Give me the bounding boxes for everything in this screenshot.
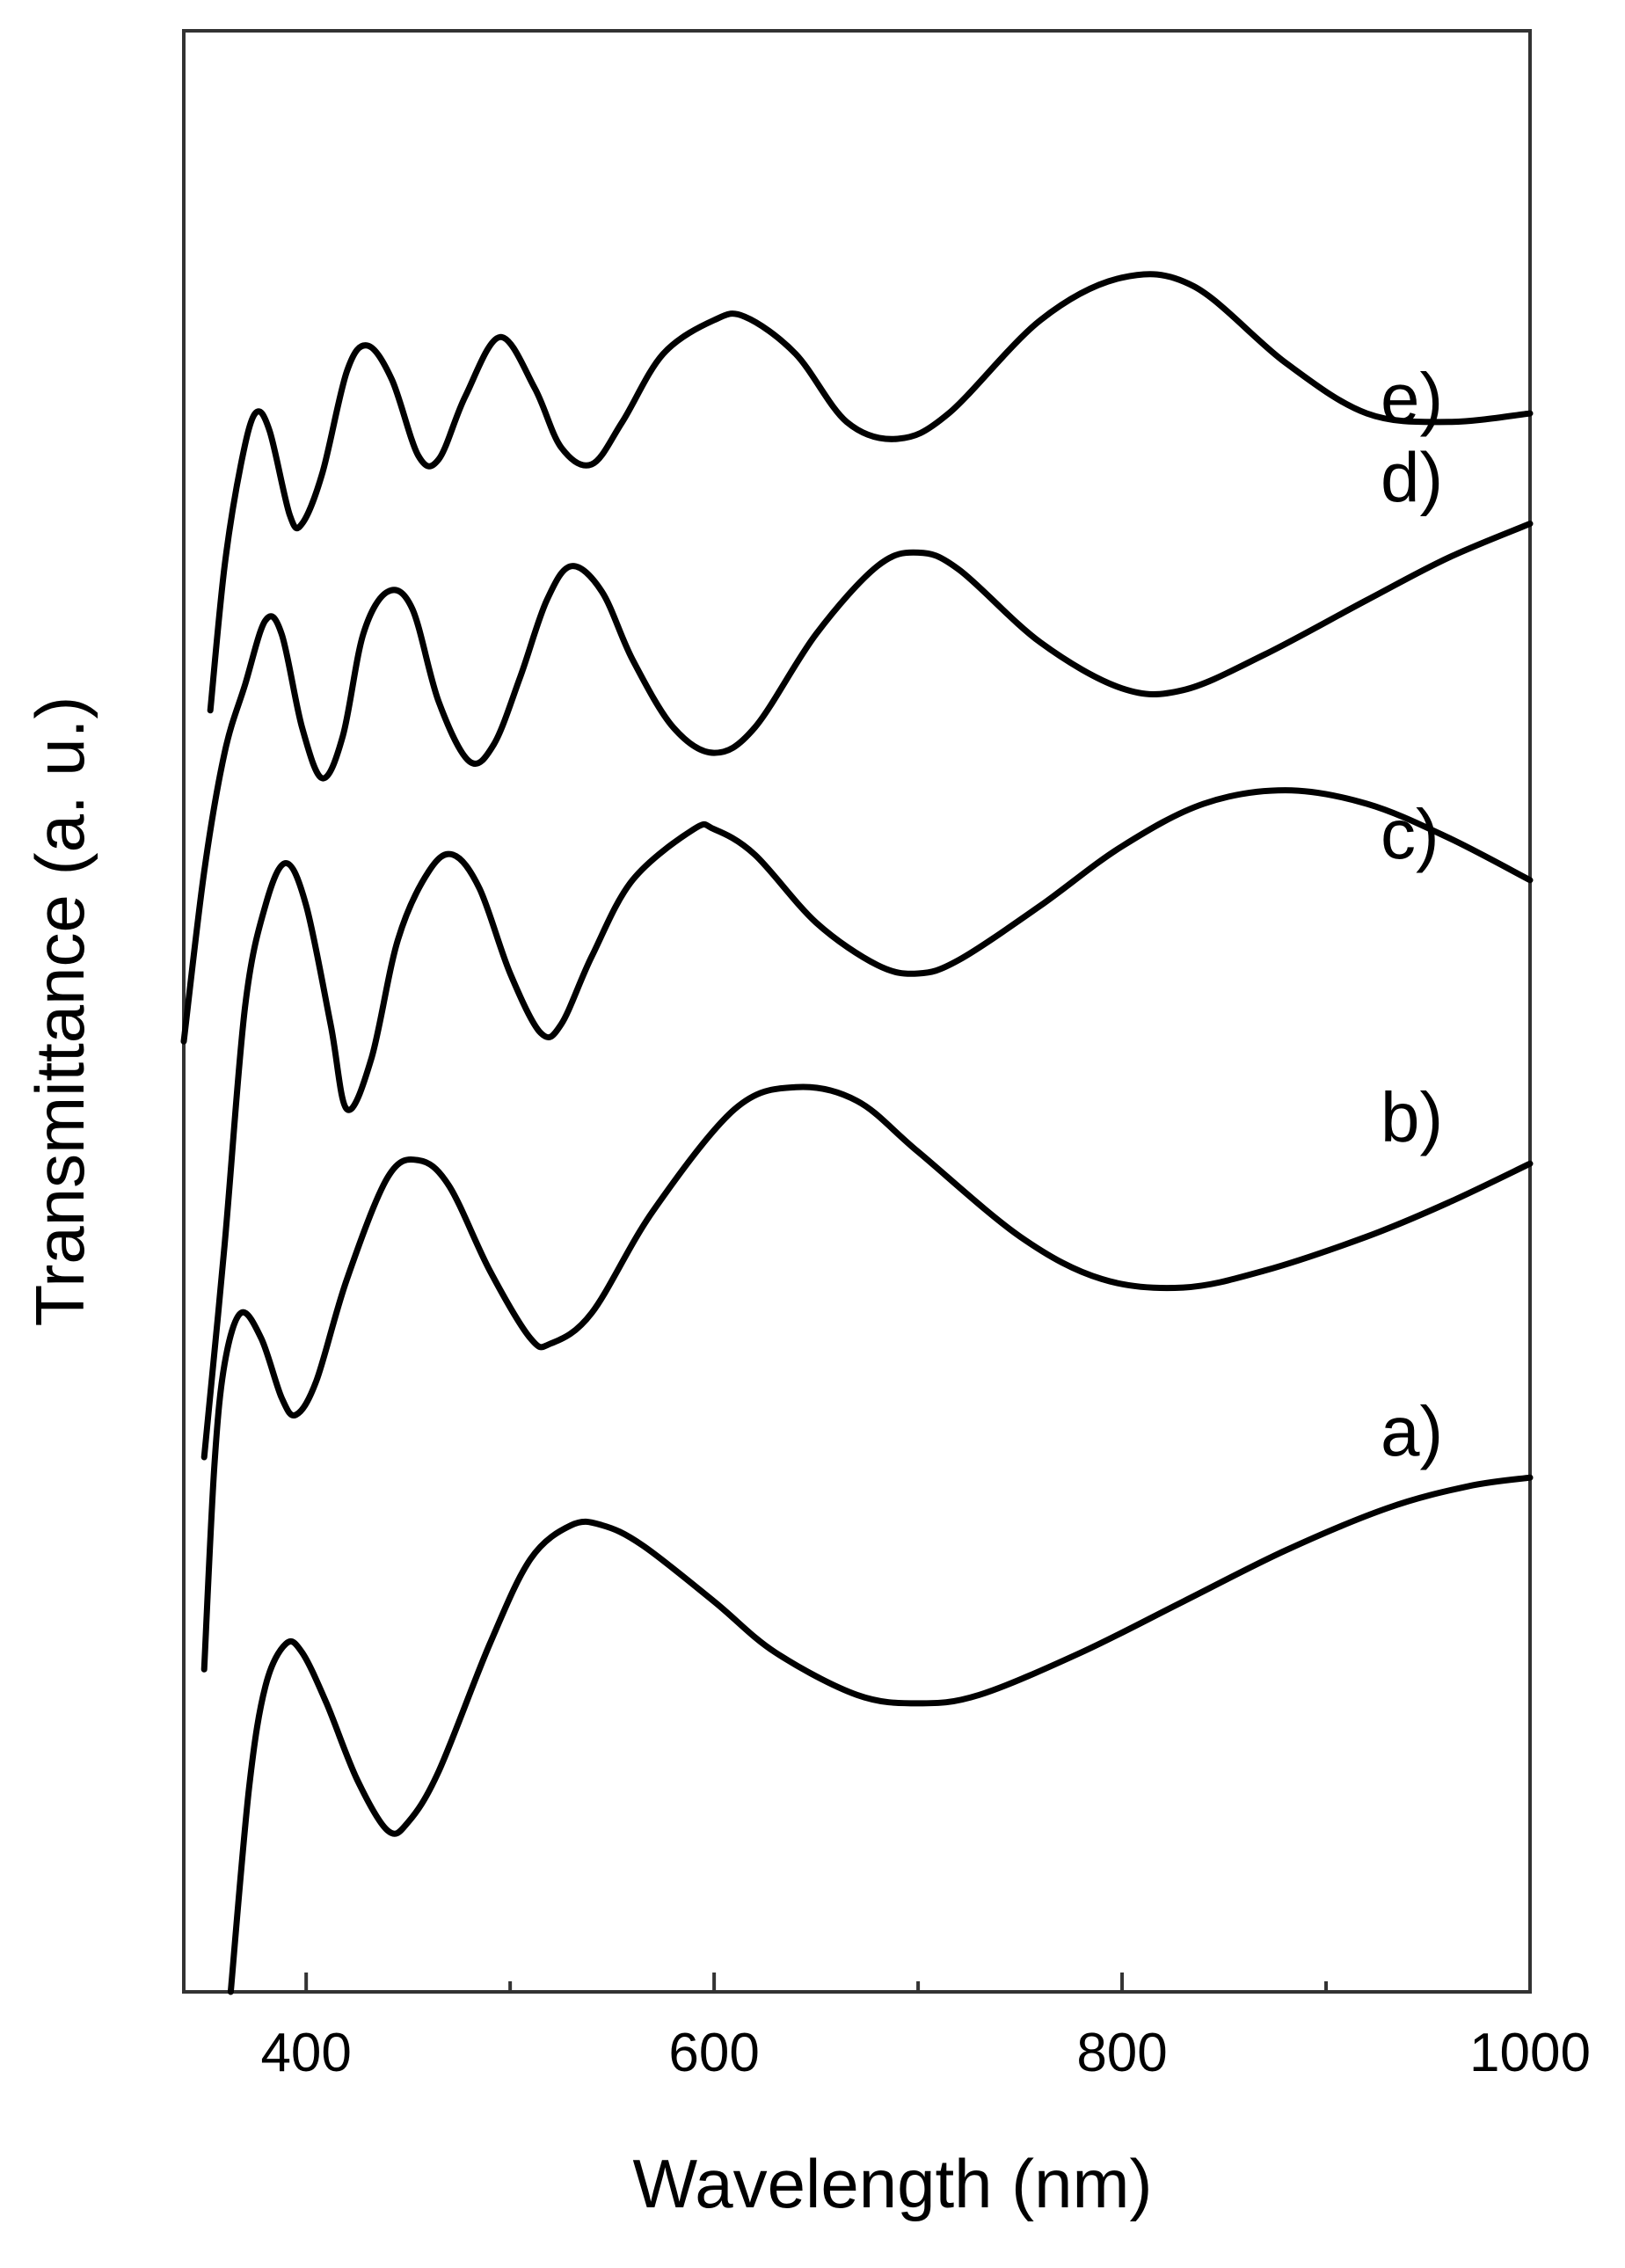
- series-label-d: d): [1381, 439, 1443, 517]
- series-line-e: [207, 271, 1534, 714]
- series-line-c: [200, 787, 1534, 1461]
- y-axis-label: Transmittance (a. u.): [21, 696, 98, 1327]
- x-axis-label: Wavelength (nm): [633, 2145, 1153, 2222]
- series-labels: a) b) c) d)e): [1381, 359, 1443, 1470]
- series-label-e: e): [1381, 359, 1443, 437]
- series-line-d: [180, 521, 1534, 1045]
- x-axis-tick-labels: 400 600 800 1000: [260, 2023, 1591, 2083]
- series-label-b: b): [1381, 1078, 1443, 1156]
- series-line-a: [227, 1474, 1534, 1995]
- x-tick-label: 1000: [1469, 2023, 1591, 2083]
- series-label-c: c): [1381, 795, 1439, 873]
- x-axis-ticks: [304, 1973, 1532, 1992]
- series-label-a: a): [1381, 1392, 1443, 1470]
- x-tick-label: 400: [260, 2023, 351, 2083]
- plot-frame: [182, 29, 1532, 1994]
- series-curves: [180, 271, 1534, 1995]
- x-tick-label: 800: [1076, 2023, 1167, 2083]
- series-line-b: [200, 1083, 1534, 1673]
- x-tick-label: 600: [668, 2023, 759, 2083]
